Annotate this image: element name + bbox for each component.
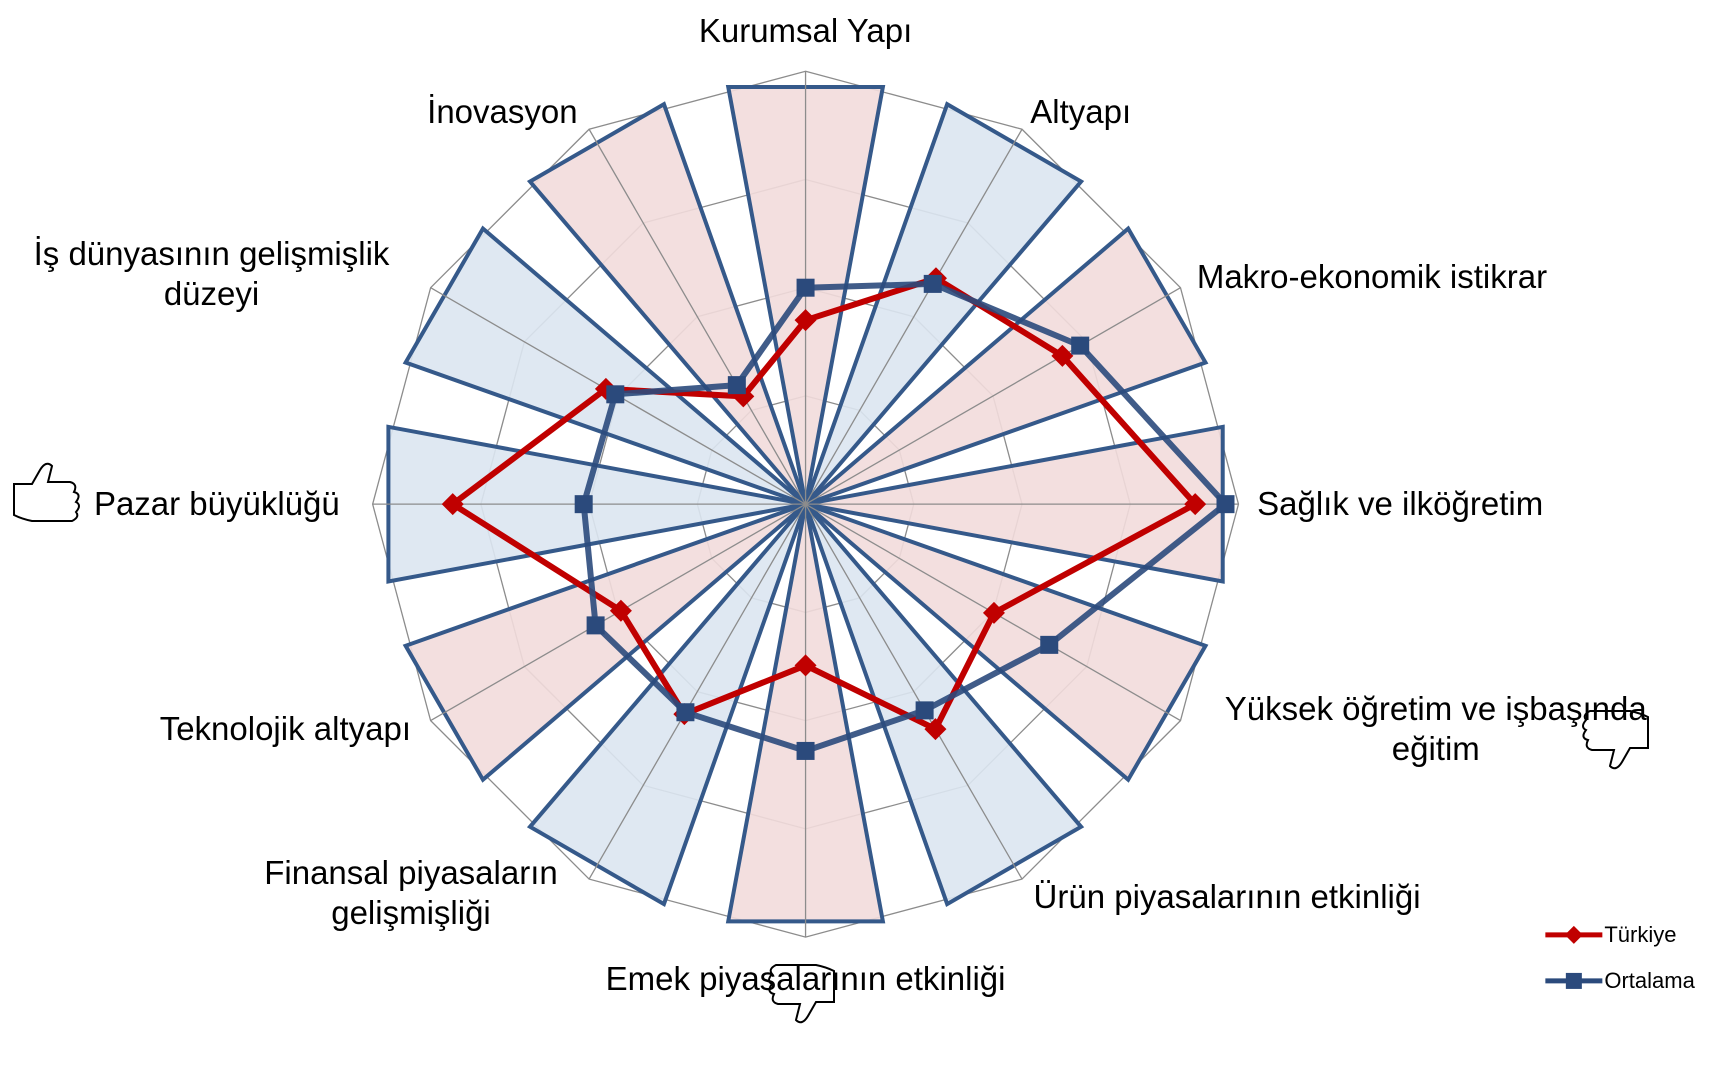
- marker: [915, 701, 934, 720]
- category-label: İnovasyon: [427, 92, 578, 130]
- legend-marker: [1565, 972, 1582, 989]
- marker: [923, 274, 942, 293]
- category-label: Ürün piyasalarının etkinliği: [1033, 877, 1421, 915]
- radial-axis: [588, 128, 807, 505]
- radial-axis: [804, 503, 1023, 880]
- marker: [586, 616, 605, 635]
- marker: [441, 493, 464, 516]
- category-label: Kurumsal Yapı: [698, 11, 913, 49]
- category-label: Yüksek öğretim ve işbaşında eğitim: [1224, 689, 1647, 767]
- marker: [1071, 336, 1090, 355]
- thumb-down: [1582, 710, 1649, 770]
- thumb-icons: [13, 462, 1649, 1024]
- marker: [676, 703, 695, 722]
- category-label: Altyapı: [1030, 92, 1132, 130]
- category-label: Pazar büyüklüğü: [93, 485, 340, 523]
- thumb-up: [13, 462, 80, 522]
- radial-axis: [804, 128, 1023, 505]
- legend-marker: [1564, 925, 1583, 944]
- legend-label: Türkiye: [1604, 921, 1677, 947]
- marker: [1184, 493, 1207, 516]
- marker: [796, 741, 815, 760]
- category-label: İş dünyasının gelişmişlik düzeyi: [33, 235, 390, 312]
- marker: [1216, 495, 1235, 514]
- marker: [794, 654, 817, 677]
- marker: [924, 718, 947, 741]
- marker: [796, 278, 815, 297]
- marker: [606, 385, 625, 404]
- legend-label: Ortalama: [1604, 967, 1695, 993]
- category-label: Finansal piyasaların gelişmişliği: [264, 854, 558, 932]
- marker: [794, 309, 817, 332]
- marker: [982, 601, 1005, 624]
- category-label: Makro-ekonomik istikrar: [1196, 258, 1548, 296]
- marker: [609, 599, 632, 622]
- thumb-down: [768, 964, 835, 1024]
- marker: [727, 376, 746, 395]
- radial-axis: [805, 287, 1181, 505]
- marker: [1051, 344, 1074, 367]
- marker: [1040, 635, 1059, 654]
- category-label: Teknolojik altyapı: [159, 709, 411, 747]
- radial-axis: [588, 503, 807, 880]
- category-label: Emek piyasalarının etkinliği: [605, 959, 1006, 997]
- marker: [574, 495, 593, 514]
- category-label: Sağlık ve ilköğretim: [1257, 485, 1544, 523]
